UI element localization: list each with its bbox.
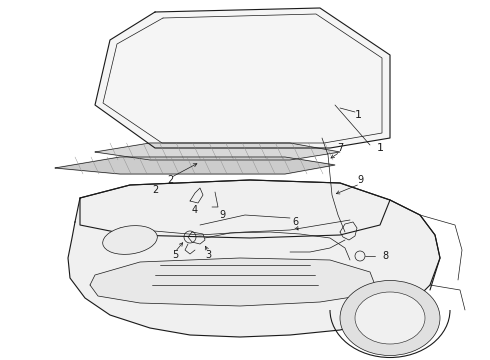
Text: 7: 7 — [337, 143, 343, 153]
Text: 6: 6 — [292, 217, 298, 227]
Text: 4: 4 — [192, 205, 198, 215]
Text: 9: 9 — [357, 175, 363, 185]
Polygon shape — [90, 258, 375, 306]
Polygon shape — [95, 143, 340, 160]
Ellipse shape — [355, 292, 425, 344]
Text: 3: 3 — [205, 250, 211, 260]
Text: 1: 1 — [354, 110, 362, 120]
Text: 2: 2 — [152, 185, 158, 195]
Polygon shape — [95, 8, 390, 148]
Text: 9: 9 — [219, 210, 225, 220]
Polygon shape — [68, 180, 440, 337]
Polygon shape — [55, 157, 335, 174]
Ellipse shape — [340, 280, 440, 355]
Text: 5: 5 — [172, 250, 178, 260]
Polygon shape — [80, 180, 390, 238]
Text: 1: 1 — [376, 143, 384, 153]
Text: 8: 8 — [382, 251, 388, 261]
Ellipse shape — [103, 226, 157, 255]
Text: 2: 2 — [167, 175, 173, 185]
